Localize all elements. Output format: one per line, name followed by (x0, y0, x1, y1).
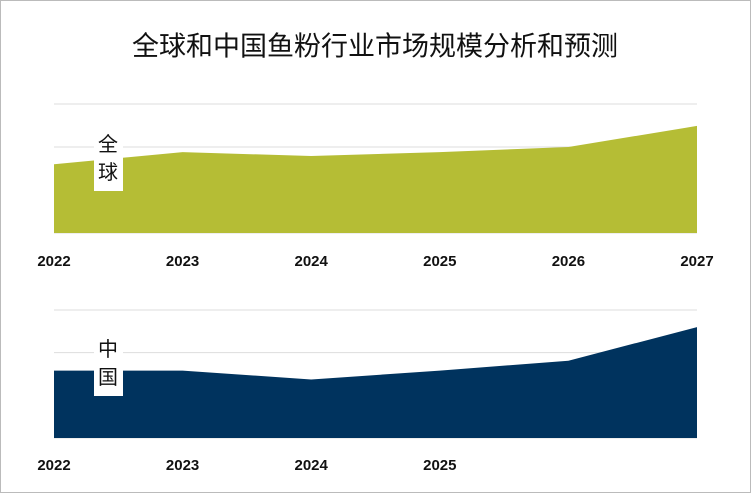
x-tick-label: 2027 (680, 253, 713, 270)
x-tick-label: 2026 (552, 253, 585, 270)
annotation: 全球 (98, 132, 118, 184)
x-tick-label: 2024 (295, 253, 329, 270)
x-tick-label: 2023 (166, 457, 199, 474)
annotation-box (94, 131, 123, 191)
annotation: 中国 (98, 337, 118, 389)
x-tick-label: 2022 (37, 253, 70, 270)
x-tick-label: 2022 (37, 457, 70, 474)
x-tick-label: 2023 (166, 253, 199, 270)
area (54, 125, 697, 233)
x-tick-label: 2025 (423, 253, 456, 270)
chart-title: 全球和中国鱼粉行业市场规模分析和预测 (132, 32, 618, 63)
area (54, 327, 697, 438)
x-tick-label: 2025 (423, 457, 456, 474)
x-tick-label: 2024 (295, 457, 329, 474)
annotation-box (94, 336, 123, 396)
